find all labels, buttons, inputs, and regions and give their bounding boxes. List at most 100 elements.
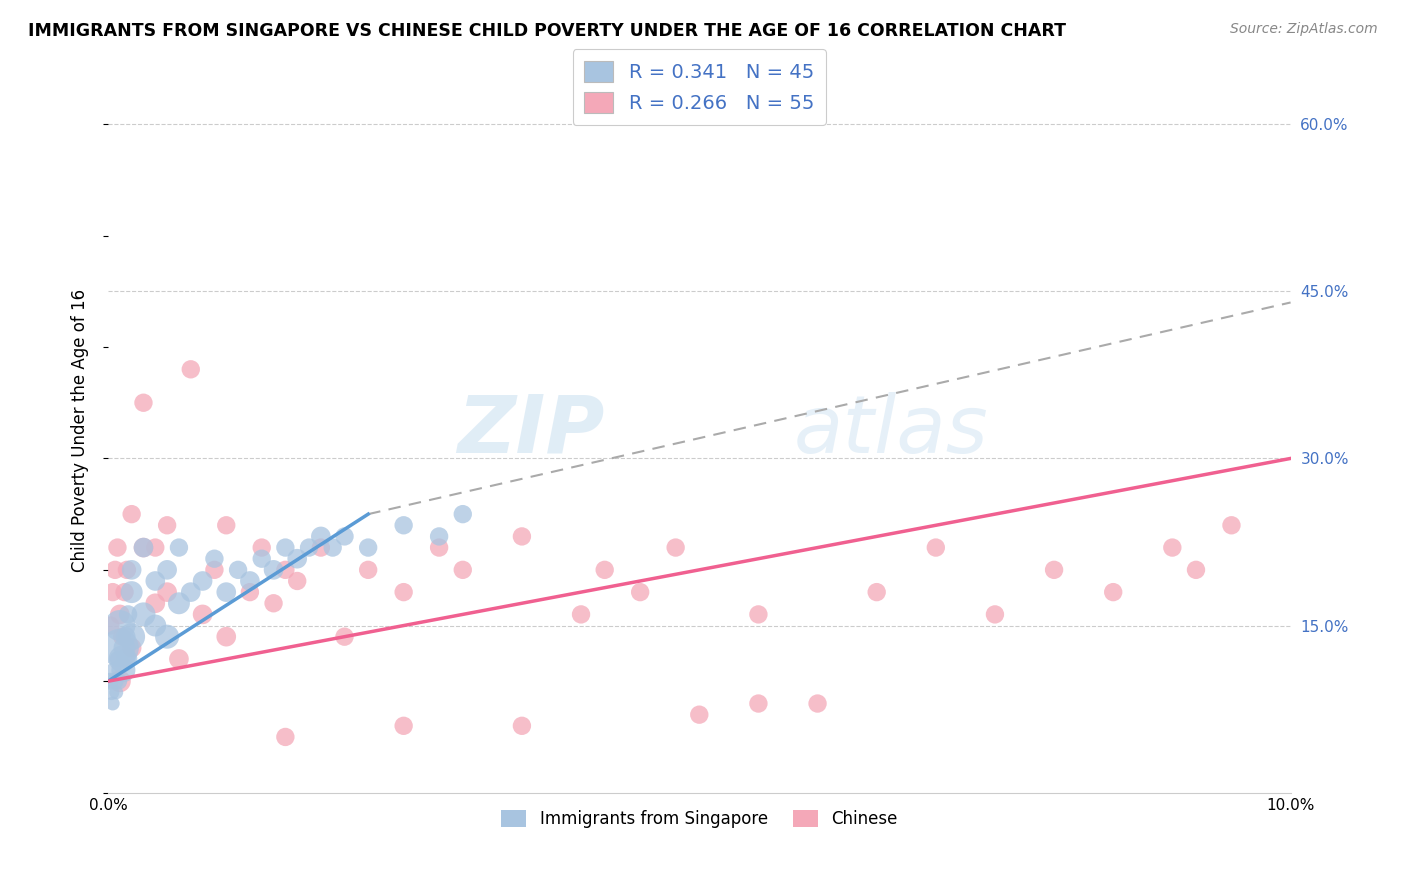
Point <box>510 719 533 733</box>
Point <box>274 541 297 555</box>
Point <box>98 674 121 689</box>
Point <box>628 585 651 599</box>
Point <box>427 529 450 543</box>
Point <box>806 95 828 109</box>
Point <box>204 563 226 577</box>
Text: ZIP: ZIP <box>457 392 605 469</box>
Point <box>107 652 129 666</box>
Point <box>111 630 134 644</box>
Point <box>1043 563 1066 577</box>
Point <box>510 529 533 543</box>
Point <box>298 541 321 555</box>
Text: IMMIGRANTS FROM SINGAPORE VS CHINESE CHILD POVERTY UNDER THE AGE OF 16 CORRELATI: IMMIGRANTS FROM SINGAPORE VS CHINESE CHI… <box>28 22 1066 40</box>
Point <box>143 618 166 632</box>
Point <box>115 652 138 666</box>
Point <box>263 563 285 577</box>
Point <box>121 630 143 644</box>
Point <box>111 652 134 666</box>
Point <box>108 674 131 689</box>
Point <box>132 541 155 555</box>
Point <box>143 541 166 555</box>
Point <box>747 607 769 622</box>
Point <box>156 585 179 599</box>
Point <box>274 563 297 577</box>
Point <box>167 652 190 666</box>
Point <box>285 574 308 588</box>
Point <box>925 541 948 555</box>
Point <box>263 596 285 610</box>
Point <box>114 640 136 655</box>
Point <box>108 607 131 622</box>
Point <box>121 585 143 599</box>
Point <box>132 395 155 409</box>
Point <box>101 585 124 599</box>
Text: Source: ZipAtlas.com: Source: ZipAtlas.com <box>1230 22 1378 37</box>
Point <box>143 574 166 588</box>
Point <box>309 529 332 543</box>
Point <box>114 585 136 599</box>
Point <box>427 541 450 555</box>
Point <box>1102 585 1125 599</box>
Point <box>101 697 124 711</box>
Point <box>107 674 129 689</box>
Point <box>98 618 121 632</box>
Point <box>104 563 127 577</box>
Point <box>250 541 273 555</box>
Point <box>117 607 139 622</box>
Point <box>274 730 297 744</box>
Point <box>1220 518 1243 533</box>
Point <box>104 674 127 689</box>
Point <box>143 596 166 610</box>
Point <box>747 697 769 711</box>
Text: atlas: atlas <box>794 392 988 469</box>
Point <box>688 707 710 722</box>
Point <box>132 607 155 622</box>
Point <box>215 630 238 644</box>
Point <box>1185 563 1208 577</box>
Point <box>569 607 592 622</box>
Point <box>226 563 249 577</box>
Point <box>156 630 179 644</box>
Point <box>984 607 1007 622</box>
Point <box>121 563 143 577</box>
Point <box>156 518 179 533</box>
Point <box>167 541 190 555</box>
Point <box>333 630 356 644</box>
Point <box>204 551 226 566</box>
Point <box>103 663 125 677</box>
Point <box>451 563 474 577</box>
Point <box>191 607 214 622</box>
Point <box>180 362 202 376</box>
Point <box>806 697 828 711</box>
Point <box>112 663 135 677</box>
Point <box>100 685 122 699</box>
Point <box>285 551 308 566</box>
Point <box>167 596 190 610</box>
Legend: Immigrants from Singapore, Chinese: Immigrants from Singapore, Chinese <box>495 804 904 835</box>
Point <box>107 541 129 555</box>
Point <box>121 507 143 521</box>
Point <box>593 563 616 577</box>
Point <box>132 541 155 555</box>
Point <box>665 541 688 555</box>
Point <box>322 541 344 555</box>
Point <box>392 585 415 599</box>
Point <box>866 585 889 599</box>
Point <box>1161 541 1184 555</box>
Point <box>114 630 136 644</box>
Point <box>250 551 273 566</box>
Point <box>215 585 238 599</box>
Point <box>121 640 143 655</box>
Point <box>357 563 380 577</box>
Point <box>357 541 380 555</box>
Point <box>105 685 128 699</box>
Point <box>239 585 262 599</box>
Point <box>451 507 474 521</box>
Point <box>180 585 202 599</box>
Point <box>392 518 415 533</box>
Point <box>108 640 131 655</box>
Point <box>108 618 131 632</box>
Point <box>215 518 238 533</box>
Point <box>156 563 179 577</box>
Point <box>392 719 415 733</box>
